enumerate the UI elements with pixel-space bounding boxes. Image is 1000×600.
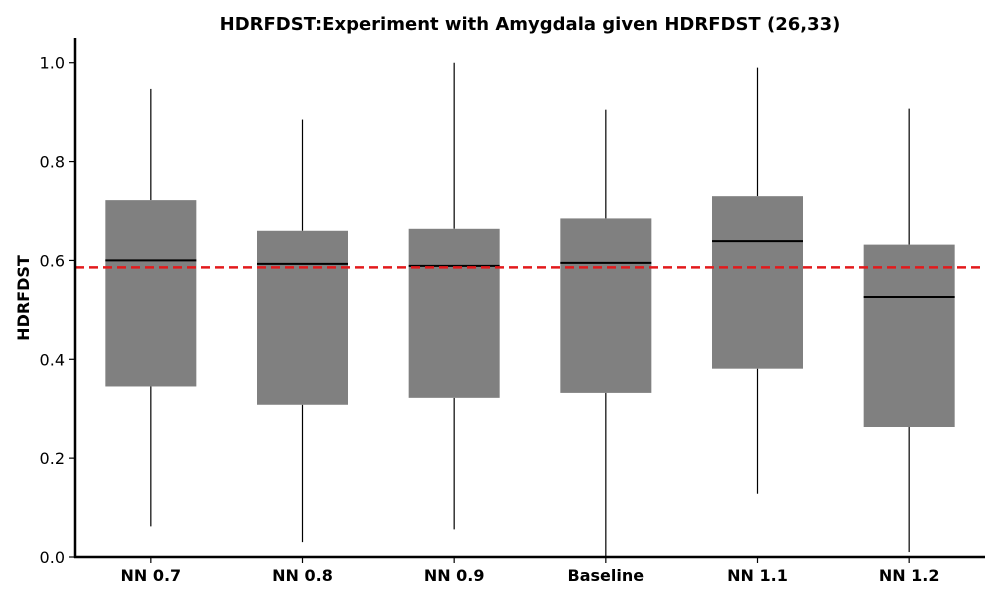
y-tick-label: 1.0 [40, 54, 65, 73]
box-2 [408, 228, 500, 398]
box-3 [560, 218, 652, 393]
chart-title: HDRFDST:Experiment with Amygdala given H… [220, 14, 841, 35]
box-1 [257, 230, 348, 405]
x-tick-label: NN 1.2 [879, 566, 940, 585]
x-tick-label: NN 0.9 [424, 566, 485, 585]
x-tick-label: NN 1.1 [727, 566, 788, 585]
box-4 [712, 196, 803, 369]
y-tick-label: 0.4 [40, 350, 65, 369]
box-0 [105, 200, 197, 387]
box-5 [863, 244, 955, 428]
y-tick-label: 0.6 [40, 251, 65, 270]
y-tick-label: 0.8 [40, 153, 65, 172]
y-axis-label: HDRFDST [14, 255, 33, 341]
plot-area: 0.0 0.2 0.4 0.6 0.8 1.0 NN 0.7 NN 0.8 NN 0.9 Base… [40, 38, 985, 585]
x-tick-label: NN 0.7 [120, 566, 181, 585]
y-tick-label: 0.2 [40, 449, 65, 468]
x-tick-label: Baseline [568, 566, 645, 585]
x-tick-label: NN 0.8 [272, 566, 333, 585]
y-tick-label: 0.0 [40, 548, 65, 567]
